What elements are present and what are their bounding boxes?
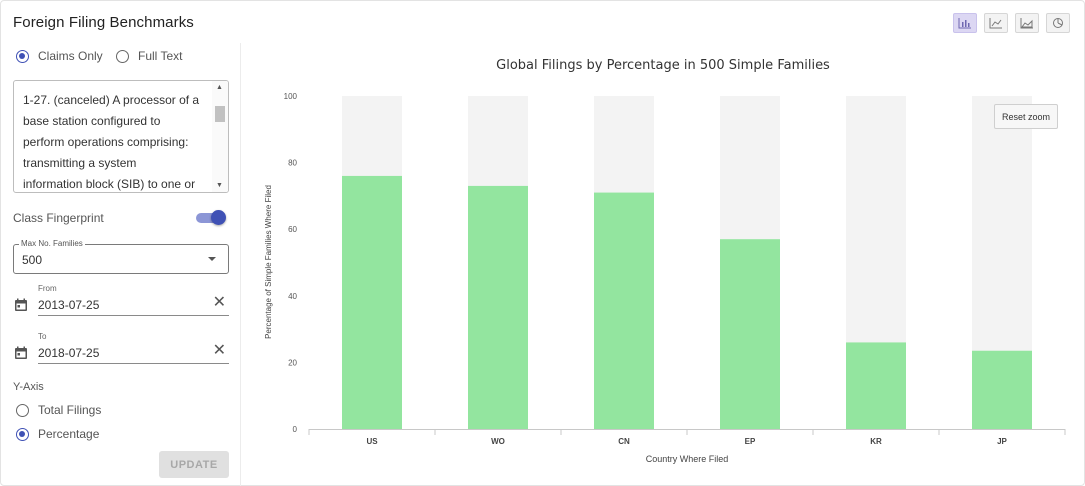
radio-total-filings[interactable]: Total Filings xyxy=(16,403,101,417)
line-chart-icon xyxy=(989,18,1002,29)
toggle-knob xyxy=(211,210,226,225)
radio-checked-icon xyxy=(16,49,29,63)
bar xyxy=(846,342,906,429)
y-axis-label: Y-Axis xyxy=(13,381,44,393)
claims-line: 1-27. (canceled) A processor of a xyxy=(23,93,200,107)
y-tick-label: 0 xyxy=(293,425,298,434)
claims-line: perform operations comprising: xyxy=(23,135,189,149)
class-fingerprint-label: Class Fingerprint xyxy=(13,211,104,225)
bar xyxy=(594,192,654,429)
x-axis-title: Country Where Filed xyxy=(646,454,729,464)
claims-textarea[interactable]: 1-27. (canceled) A processor of a base s… xyxy=(13,80,229,193)
x-tick-label: WO xyxy=(491,437,505,446)
radio-unchecked-icon xyxy=(16,403,29,417)
from-label: From xyxy=(38,284,57,293)
chart-panel: Global Filings by Percentage in 500 Simp… xyxy=(242,43,1072,483)
radio-percentage[interactable]: Percentage xyxy=(16,427,99,441)
max-families-select[interactable]: Max No. Families 500 xyxy=(13,239,229,274)
close-icon[interactable]: ✕ xyxy=(212,294,226,311)
y-tick-label: 60 xyxy=(288,225,297,234)
from-date-field[interactable]: From 2013-07-25 ✕ xyxy=(13,284,229,318)
claims-line: base station configured to xyxy=(23,114,161,128)
y-tick-label: 80 xyxy=(288,159,297,168)
radio-label: Total Filings xyxy=(38,403,102,417)
bar xyxy=(468,185,528,429)
to-value: 2018-07-25 xyxy=(38,346,100,360)
bar-chart-icon xyxy=(958,18,971,29)
chevron-down-icon xyxy=(208,257,216,261)
reset-zoom-button[interactable]: Reset zoom xyxy=(994,104,1058,129)
toggle-track xyxy=(196,213,224,223)
line-chart-view-button[interactable] xyxy=(984,13,1008,33)
chart-title: Global Filings by Percentage in 500 Simp… xyxy=(496,58,830,73)
radio-claims-only[interactable]: Claims Only xyxy=(16,49,103,63)
claims-text: 1-27. (canceled) A processor of a base s… xyxy=(23,90,209,192)
claims-line: information block (SIB) to one or xyxy=(23,177,196,191)
radio-label: Full Text xyxy=(138,49,183,63)
field-underline xyxy=(38,363,229,364)
to-date-field[interactable]: To 2018-07-25 ✕ xyxy=(13,332,229,366)
pie-chart-view-button[interactable] xyxy=(1046,13,1070,33)
bar xyxy=(342,175,402,429)
x-tick-label: CN xyxy=(618,437,630,446)
chart-type-switcher xyxy=(953,13,1070,33)
claims-scrollbar[interactable]: ▲ ▼ xyxy=(212,81,228,192)
bar-chart-view-button[interactable] xyxy=(953,13,977,33)
page-title: Foreign Filing Benchmarks xyxy=(13,14,194,31)
radio-label: Percentage xyxy=(38,427,100,441)
max-families-label: Max No. Families xyxy=(19,239,85,248)
max-families-value: 500 xyxy=(22,253,43,267)
from-value: 2013-07-25 xyxy=(38,298,100,312)
y-axis-title: Percentage of Simple Families Where File… xyxy=(264,185,273,339)
bar-chart[interactable]: Global Filings by Percentage in 500 Simp… xyxy=(242,43,1072,483)
class-fingerprint-toggle[interactable] xyxy=(196,210,226,225)
scroll-down-icon[interactable]: ▼ xyxy=(216,182,223,189)
close-icon[interactable]: ✕ xyxy=(212,342,226,359)
calendar-icon[interactable] xyxy=(14,346,28,360)
x-tick-label: KR xyxy=(870,437,882,446)
y-tick-label: 100 xyxy=(284,92,298,101)
x-tick-label: US xyxy=(366,437,378,446)
settings-panel: Claims Only Full Text 1-27. (canceled) A… xyxy=(1,43,241,486)
y-tick-label: 40 xyxy=(288,292,297,301)
radio-unchecked-icon xyxy=(116,49,129,63)
field-underline xyxy=(38,315,229,316)
update-button[interactable]: UPDATE xyxy=(159,451,229,478)
scrollbar-thumb[interactable] xyxy=(215,106,225,122)
to-label: To xyxy=(38,332,47,341)
claims-line: transmitting a system xyxy=(23,156,137,170)
radio-checked-icon xyxy=(16,427,29,441)
radio-full-text[interactable]: Full Text xyxy=(116,49,182,63)
radio-label: Claims Only xyxy=(38,49,103,63)
area-chart-icon xyxy=(1020,18,1033,29)
bar xyxy=(972,350,1032,429)
scroll-up-icon[interactable]: ▲ xyxy=(216,84,223,91)
calendar-icon[interactable] xyxy=(14,298,28,312)
x-tick-label: EP xyxy=(745,437,756,446)
x-tick-label: JP xyxy=(997,437,1007,446)
page-scrollbar[interactable] xyxy=(1072,43,1084,483)
pie-chart-icon xyxy=(1053,18,1063,28)
area-chart-view-button[interactable] xyxy=(1015,13,1039,33)
bar xyxy=(720,239,780,429)
y-tick-label: 20 xyxy=(288,358,297,367)
